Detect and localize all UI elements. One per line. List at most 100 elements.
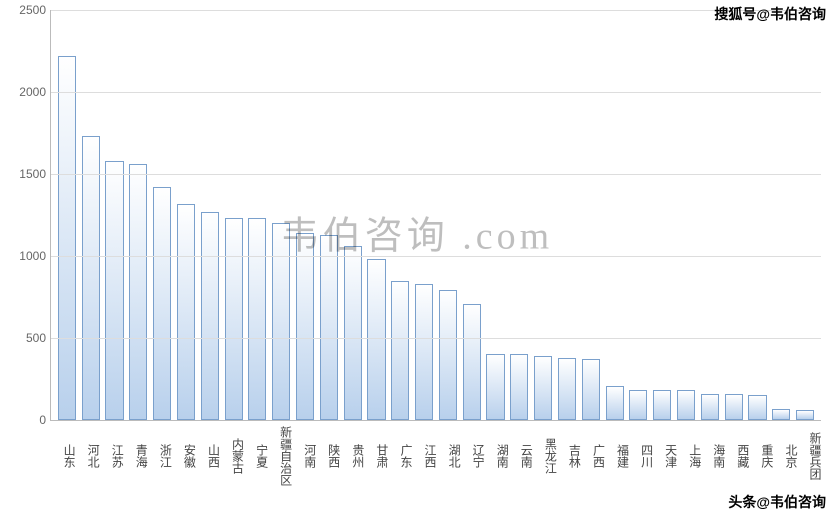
gridline [51,338,821,339]
y-tick-label: 500 [26,331,46,345]
bar-wrap [460,10,484,420]
bar [701,394,719,420]
bar-wrap [579,10,603,420]
x-tick-label: 甘肃 [367,420,391,488]
bar [391,281,409,420]
x-tick-label: 黑龙江 [535,420,559,488]
x-tick-label: 重庆 [752,420,776,488]
bar [796,410,814,420]
bar [272,223,290,420]
bar-wrap [79,10,103,420]
bar-wrap [341,10,365,420]
bar-wrap [293,10,317,420]
bar [129,164,147,420]
bar-wrap [174,10,198,420]
x-tick-label: 湖南 [487,420,511,488]
x-tick-label: 西藏 [728,420,752,488]
watermark-bottom-right: 头条@韦伯咨询 [728,492,826,512]
bar [463,304,481,420]
y-tick-label: 1000 [19,249,46,263]
bar-wrap [55,10,79,420]
bar-wrap [627,10,651,420]
bar-wrap [103,10,127,420]
bar-wrap [531,10,555,420]
bar [534,356,552,420]
bar [748,395,766,420]
x-tick-label: 山东 [54,420,78,488]
bar-wrap [388,10,412,420]
gridline [51,10,821,11]
x-tick-label: 山西 [198,420,222,488]
x-tick-label: 江西 [415,420,439,488]
x-tick-label: 吉林 [559,420,583,488]
bar-wrap [246,10,270,420]
bar [320,235,338,420]
x-tick-label: 陕西 [319,420,343,488]
bar [772,409,790,420]
bar-wrap [722,10,746,420]
bar [201,212,219,420]
x-tick-label: 辽宁 [463,420,487,488]
gridline [51,256,821,257]
x-tick-label: 新疆自治区 [271,420,295,488]
x-tick-label: 内蒙古 [222,420,246,488]
gridline [51,174,821,175]
bar [177,204,195,420]
bar-wrap [198,10,222,420]
y-tick-label: 2500 [19,3,46,17]
bar [653,390,671,420]
bar [225,218,243,420]
bar-wrap [507,10,531,420]
plot-area [50,10,821,421]
x-tick-label: 海南 [704,420,728,488]
x-tick-label: 湖北 [439,420,463,488]
x-tick-label: 北京 [776,420,800,488]
bar-wrap [603,10,627,420]
x-tick-label: 新疆兵团 [800,420,824,488]
bar-wrap [317,10,341,420]
x-tick-label: 宁夏 [247,420,271,488]
bar-wrap [650,10,674,420]
watermark-top-right: 搜狐号@韦伯咨询 [714,4,826,24]
x-tick-label: 广东 [391,420,415,488]
bar-wrap [698,10,722,420]
bar-wrap [484,10,508,420]
bar [296,233,314,420]
x-tick-label: 四川 [632,420,656,488]
bar-wrap [436,10,460,420]
y-tick-label: 2000 [19,85,46,99]
x-tick-label: 青海 [126,420,150,488]
bar [677,390,695,420]
x-tick-label: 广西 [583,420,607,488]
bar-wrap [150,10,174,420]
bar [486,354,504,420]
x-tick-label: 河南 [295,420,319,488]
gridline [51,92,821,93]
bar [510,354,528,420]
y-tick-label: 0 [39,413,46,427]
bar-wrap [269,10,293,420]
y-tick-label: 1500 [19,167,46,181]
bar [558,358,576,420]
x-tick-label: 浙江 [150,420,174,488]
x-tick-label: 上海 [680,420,704,488]
x-tick-label: 福建 [607,420,631,488]
bar [606,386,624,420]
bar-wrap [222,10,246,420]
bar-wrap [769,10,793,420]
bar [153,187,171,420]
bar-wrap [126,10,150,420]
bar [105,161,123,420]
bar [344,246,362,420]
bar [582,359,600,420]
bar-wrap [793,10,817,420]
bar [439,290,457,420]
bar [82,136,100,420]
x-axis-labels: 山东河北江苏青海浙江安徽山西内蒙古宁夏新疆自治区河南陕西贵州甘肃广东江西湖北辽宁… [50,420,828,488]
bar [415,284,433,420]
x-tick-label: 江苏 [102,420,126,488]
bar-wrap [412,10,436,420]
bar-container [51,10,821,420]
bar-wrap [746,10,770,420]
x-tick-label: 河北 [78,420,102,488]
